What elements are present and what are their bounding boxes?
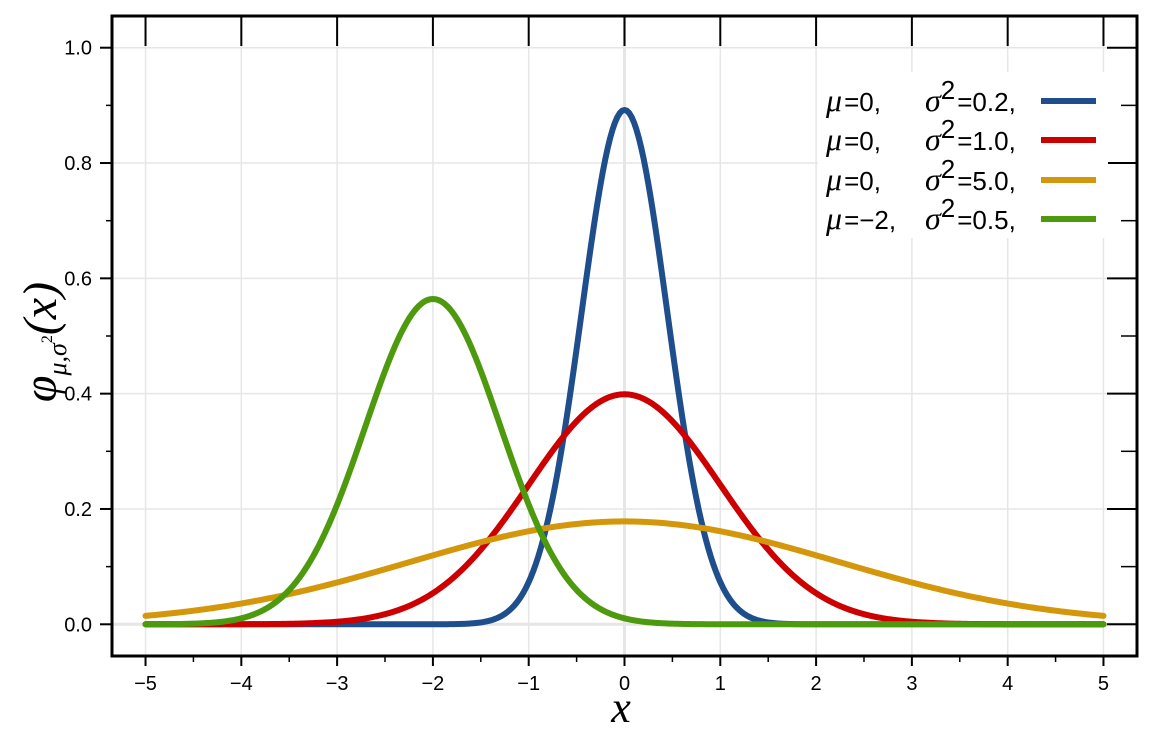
x-tick-label: 5 <box>1098 673 1109 695</box>
x-tick-label: −4 <box>230 673 253 695</box>
x-tick-label: 4 <box>1002 673 1013 695</box>
x-tick-label: −1 <box>517 673 540 695</box>
legend-mu-label: μ=0, <box>825 82 881 118</box>
y-axis-title-main: φ <box>14 376 67 403</box>
y-axis-title-sup: 2 <box>39 335 56 343</box>
legend-sigma-label: σ2=0.5, <box>925 193 1016 236</box>
legend-entry: μ=0, σ2=1.0, <box>825 114 1096 157</box>
legend-mu-label: μ=0, <box>825 121 881 157</box>
series-line-3 <box>142 518 1107 619</box>
legend-mu-label: μ=−2, <box>825 200 896 236</box>
svg-text:φμ,σ2(x): φμ,σ2(x) <box>14 282 72 402</box>
y-tick-label: 0.4 <box>64 384 92 406</box>
y-tick-label: 1.0 <box>64 38 92 60</box>
y-axis-title-sub: μ,σ <box>43 342 72 377</box>
tick-labels: −5 −4 −3 −2 −1 0 1 2 3 4 5 0.0 0.2 0.4 0.6 0.8 1.0 <box>64 38 1109 695</box>
legend-sigma-label: σ2=0.2, <box>925 75 1016 118</box>
y-tick-label: 0.8 <box>64 153 92 175</box>
tick-marks <box>100 16 1137 666</box>
x-tick-label: −3 <box>326 673 349 695</box>
legend-sigma-label: σ2=1.0, <box>925 114 1016 157</box>
x-tick-label: 2 <box>811 673 822 695</box>
legend-mu-label: μ=0, <box>825 161 881 197</box>
legend-entry: μ=0, σ2=5.0, <box>825 154 1096 197</box>
legend-entry: μ=0, σ2=0.2, <box>825 75 1096 118</box>
legend: μ=0, σ2=0.2, μ=0, σ2=1.0, μ=0, σ2=5.0, μ=−2, σ2… <box>818 72 1108 238</box>
y-axis-title: φμ,σ2(x) <box>14 282 72 402</box>
legend-entry: μ=−2, σ2=0.5, <box>825 193 1096 236</box>
y-tick-label: 0.2 <box>64 499 92 521</box>
curves <box>142 106 1107 628</box>
x-tick-label: −2 <box>422 673 445 695</box>
x-tick-label: 3 <box>906 673 917 695</box>
y-tick-label: 0.0 <box>64 614 92 636</box>
x-tick-label: 0 <box>619 673 630 695</box>
y-tick-label: 0.6 <box>64 268 92 290</box>
y-axis-title-arg: (x) <box>14 282 67 335</box>
legend-sigma-label: σ2=5.0, <box>925 154 1016 197</box>
x-axis-title: x <box>610 683 631 732</box>
x-tick-label: −5 <box>134 673 157 695</box>
x-tick-label: 1 <box>715 673 726 695</box>
series-line-4 <box>142 295 1107 628</box>
